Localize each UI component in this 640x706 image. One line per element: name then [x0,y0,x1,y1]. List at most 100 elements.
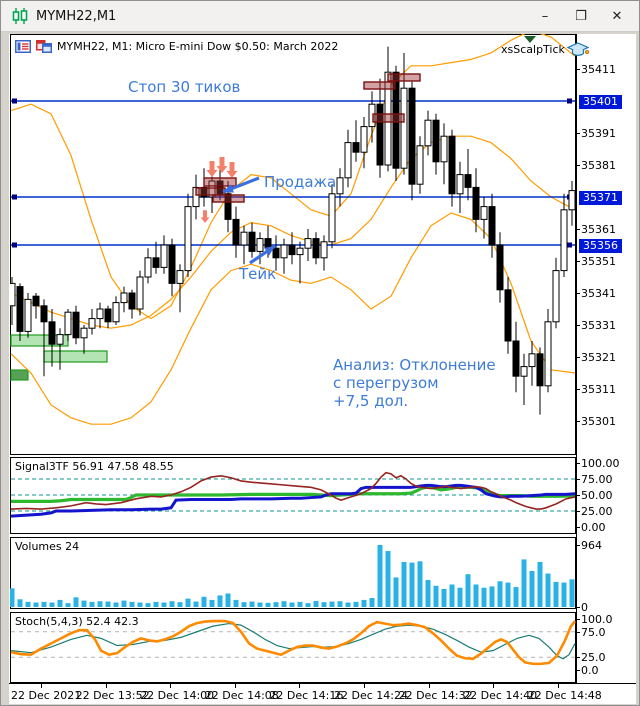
axis-tick-label: 0 [581,601,588,614]
time-tick-mark [428,684,430,688]
time-tick-mark [105,684,107,688]
axis-tick-label: 35301 [581,415,616,428]
axis-tick-label: 75.00 [581,473,613,486]
time-tick-mark [170,684,172,688]
axis-tick-mark [576,511,580,512]
chart-properties-icon[interactable] [15,40,31,53]
volumes-label: Volumes 24 [15,540,80,553]
axis-tick-label: 35381 [581,159,616,172]
axis-tick-label: 964 [581,539,602,552]
price-level-badge: 35371 [579,191,622,205]
time-label: 22 Dec 2021 [11,689,82,702]
analysis-annotation: Анализ: Отклонение с перегрузом +7,5 дол… [333,356,496,410]
time-label: 22 Dec 14:32 [398,689,473,702]
maximize-button[interactable]: ❐ [563,1,599,31]
indicator-name-label: xsScalpTick [501,42,565,56]
time-tick-mark [41,684,42,688]
axis-tick-label: 35391 [581,127,616,140]
time-label: 22 Dec 14:00 [140,689,215,702]
stop-annotation: Стоп 30 тиков [128,78,241,96]
axis-tick-mark [576,389,580,390]
axis-tick-label: 25.0 [581,651,606,665]
stochastic-label: Stoch(5,4,3) 52.4 42.3 [15,615,139,628]
minimize-button[interactable]: – [527,1,563,31]
time-axis[interactable] [9,683,636,704]
axis-tick-mark [576,165,580,166]
axis-tick-mark [576,495,580,496]
analysis-line-3: +7,5 дол. [333,392,409,410]
time-label: 22 Dec 14:40 [463,689,538,702]
time-tick-mark [557,684,559,688]
axis-tick-label: 35311 [581,383,616,396]
axis-tick-mark [576,631,580,633]
axis-tick-mark [576,607,580,608]
time-label: 22 Dec 14:08 [204,689,279,702]
window-title: MYMH22,M1 [36,8,117,24]
axis-tick-mark [576,527,580,528]
price-level-badge: 35401 [579,95,622,109]
price-level-badge: 35356 [579,239,622,253]
chart-windows-icon[interactable] [36,40,52,53]
analysis-line-1: Анализ: Отклонение [333,356,496,374]
axis-tick-mark [576,670,580,671]
time-label: 22 Dec 14:16 [269,689,344,702]
axis-tick-label: 35411 [581,63,616,76]
time-tick-mark [364,684,365,688]
stochastic-panel[interactable] [10,612,576,683]
axis-tick-mark [576,421,580,422]
candlestick-chart-icon [12,8,28,24]
axis-tick-mark [576,479,580,480]
time-label: 22 Dec 13:52 [75,689,150,702]
main-chart-panel[interactable] [10,34,576,455]
symbol-description: MYMH22, M1: Micro E-mini Dow $0.50: Marc… [57,40,339,53]
time-label: 22 Dec 14:24 [334,689,408,702]
stochastic-canvas[interactable] [10,612,576,683]
time-tick-mark [493,684,495,688]
axis-tick-label: 50.00 [581,489,613,502]
axis-tick-label: 35331 [581,319,616,332]
time-tick-mark [234,684,236,688]
volumes-panel[interactable] [10,537,576,609]
graduation-cap-icon [566,42,589,56]
signal-down-triangle-icon [524,36,536,43]
signal3tf-label: Signal3TF 56.91 47.58 48.55 [15,460,174,473]
volumes-canvas[interactable] [10,537,576,609]
window-titlebar[interactable]: MYMH22,M1 – ❐ ✕ [1,1,639,32]
sell-annotation: Продажа [264,173,337,191]
take-annotation: Тейк [239,265,277,283]
signal3tf-canvas[interactable] [10,457,576,534]
axis-tick-label: 75.0 [581,625,606,639]
axis-tick-label: 35361 [581,223,616,236]
axis-tick-mark [576,357,580,358]
axis-tick-label: 0.0 [581,664,599,677]
chart-header: MYMH22, M1: Micro E-mini Dow $0.50: Marc… [15,39,338,54]
price-axis-line [576,34,577,683]
axis-tick-label: 35321 [581,351,616,364]
axis-tick-mark [576,133,580,134]
axis-tick-label: 35341 [581,287,616,300]
axis-tick-mark [576,293,580,294]
axis-tick-mark [576,463,580,464]
time-tick-mark [299,684,301,688]
main-chart-canvas[interactable] [10,34,576,455]
axis-tick-label: 25.00 [581,505,613,518]
close-button[interactable]: ✕ [599,1,635,31]
time-label: 22 Dec 14:48 [527,689,602,702]
window-controls: – ❐ ✕ [527,1,635,31]
axis-tick-mark [576,657,580,659]
axis-tick-mark [576,325,580,326]
axis-tick-mark [576,545,580,546]
axis-tick-label: 100.0 [581,613,613,626]
signal3tf-panel[interactable] [10,457,576,534]
indicator-header: xsScalpTick [501,41,589,57]
axis-tick-mark [576,619,580,620]
analysis-line-2: с перегрузом [333,374,439,392]
axis-tick-mark [576,69,580,70]
axis-tick-label: 35351 [581,255,616,268]
axis-tick-label: 100.00 [581,457,620,470]
axis-tick-mark [576,261,580,262]
axis-tick-mark [576,229,580,230]
axis-tick-label: 0.00 [581,521,606,534]
